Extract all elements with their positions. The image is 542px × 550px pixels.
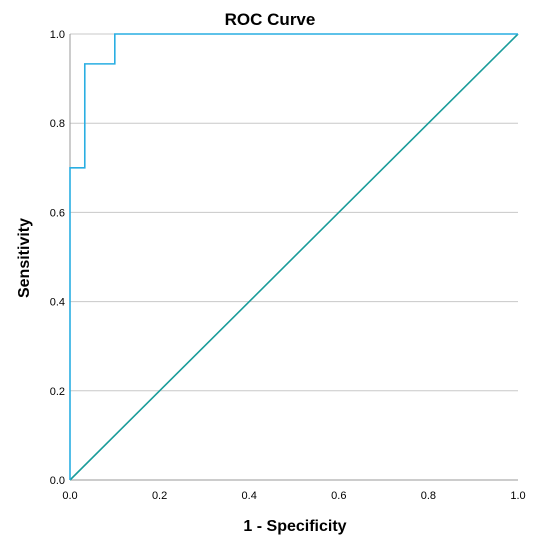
x-tick-label-0: 0.0 (62, 490, 77, 502)
y-tick-label-2: 0.4 (50, 297, 65, 309)
x-tick-label-3: 0.6 (331, 490, 346, 502)
series-layer (69, 33, 519, 481)
x-tick-label-4: 0.8 (421, 490, 436, 502)
tick-labels: 0.0 0.2 0.4 0.6 0.8 1.0 0.0 0.2 0.4 0.6 0.8 1.0 (50, 29, 526, 502)
y-tick-label-5: 1.0 (50, 29, 65, 41)
y-tick-label-4: 0.8 (50, 118, 65, 130)
y-tick-label-3: 0.6 (50, 207, 65, 219)
x-tick-label-2: 0.4 (242, 490, 257, 502)
y-axis-label: Sensitivity (16, 218, 33, 298)
chart-title: ROC Curve (225, 10, 316, 29)
x-axis-label: 1 - Specificity (243, 518, 346, 535)
y-tick-label-1: 0.2 (50, 386, 65, 398)
x-tick-label-1: 0.2 (152, 490, 167, 502)
reference-diagonal-line (69, 33, 519, 481)
roc-curve-line (69, 33, 518, 480)
y-tick-label-0: 0.0 (50, 475, 65, 487)
x-tick-label-5: 1.0 (510, 490, 525, 502)
